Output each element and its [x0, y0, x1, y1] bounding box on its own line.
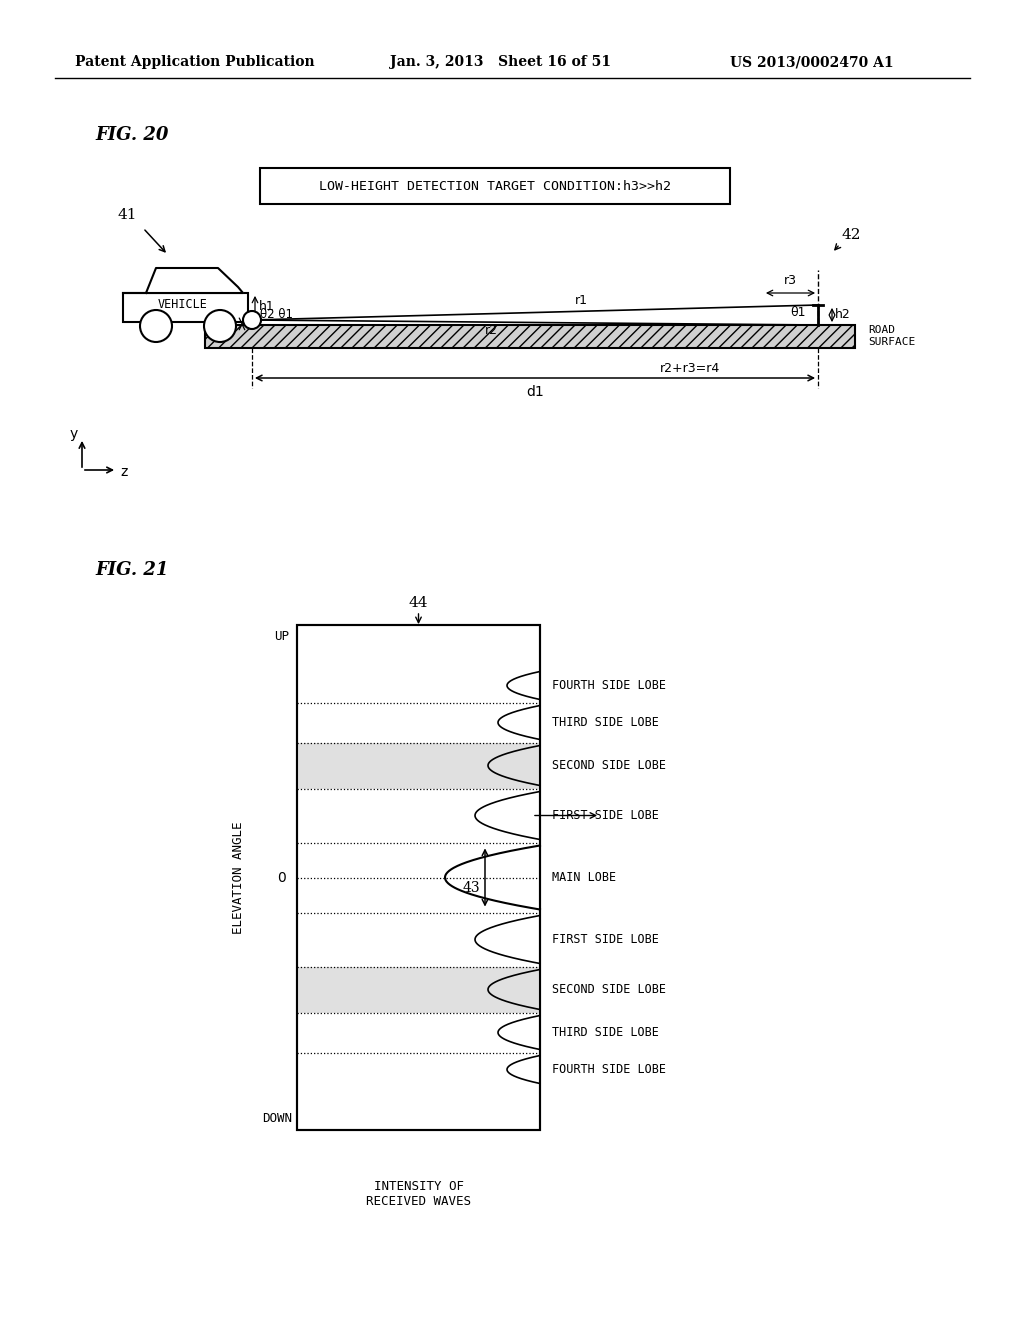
- Text: FOURTH SIDE LOBE: FOURTH SIDE LOBE: [552, 678, 666, 692]
- Text: FOURTH SIDE LOBE: FOURTH SIDE LOBE: [552, 1063, 666, 1076]
- Bar: [297, 742, 540, 788]
- Text: θ1: θ1: [790, 306, 806, 319]
- Text: THIRD SIDE LOBE: THIRD SIDE LOBE: [552, 715, 658, 729]
- Text: FIRST SIDE LOBE: FIRST SIDE LOBE: [552, 933, 658, 946]
- Circle shape: [204, 310, 236, 342]
- Text: 42: 42: [842, 228, 861, 242]
- Text: 0: 0: [278, 870, 287, 884]
- Text: THIRD SIDE LOBE: THIRD SIDE LOBE: [552, 1026, 658, 1039]
- Text: d1: d1: [526, 385, 544, 399]
- Text: SECOND SIDE LOBE: SECOND SIDE LOBE: [552, 983, 666, 997]
- Text: h3: h3: [214, 315, 229, 329]
- Text: MAIN LOBE: MAIN LOBE: [552, 871, 616, 884]
- Text: FIRST SIDE LOBE: FIRST SIDE LOBE: [552, 809, 658, 822]
- Circle shape: [140, 310, 172, 342]
- Text: h2: h2: [835, 309, 851, 322]
- Text: r1: r1: [575, 294, 588, 308]
- Bar: [205, 325, 855, 348]
- Text: 43: 43: [463, 880, 480, 895]
- Text: h1: h1: [259, 301, 274, 314]
- Bar: [297, 966, 540, 1012]
- Text: ROAD
SURFACE: ROAD SURFACE: [868, 325, 915, 347]
- Text: LOW-HEIGHT DETECTION TARGET CONDITION:h3>>h2: LOW-HEIGHT DETECTION TARGET CONDITION:h3…: [319, 180, 671, 193]
- Text: z: z: [120, 465, 127, 479]
- Text: r2: r2: [485, 323, 498, 337]
- Text: SECOND SIDE LOBE: SECOND SIDE LOBE: [552, 759, 666, 772]
- Text: y: y: [70, 426, 78, 441]
- Text: INTENSITY OF
RECEIVED WAVES: INTENSITY OF RECEIVED WAVES: [366, 1180, 471, 1208]
- Text: US 2013/0002470 A1: US 2013/0002470 A1: [730, 55, 894, 69]
- Bar: [260, 168, 730, 205]
- Bar: [205, 325, 855, 348]
- Text: UP: UP: [274, 631, 290, 644]
- Bar: [297, 624, 540, 1130]
- Text: 44: 44: [409, 597, 428, 610]
- Text: Jan. 3, 2013   Sheet 16 of 51: Jan. 3, 2013 Sheet 16 of 51: [390, 55, 611, 69]
- Text: 41: 41: [118, 209, 137, 222]
- Text: VEHICLE: VEHICLE: [158, 298, 208, 312]
- Text: r3: r3: [783, 275, 797, 288]
- Bar: [297, 624, 540, 1130]
- Text: θ2 θ1: θ2 θ1: [260, 309, 293, 322]
- Bar: [123, 293, 248, 322]
- Text: DOWN: DOWN: [262, 1111, 292, 1125]
- Text: r2+r3=r4: r2+r3=r4: [660, 362, 720, 375]
- Text: Patent Application Publication: Patent Application Publication: [75, 55, 314, 69]
- Text: ELEVATION ANGLE: ELEVATION ANGLE: [232, 821, 246, 933]
- Text: FIG. 21: FIG. 21: [95, 561, 168, 579]
- Text: FIG. 20: FIG. 20: [95, 125, 168, 144]
- Circle shape: [243, 312, 261, 329]
- Polygon shape: [123, 268, 243, 293]
